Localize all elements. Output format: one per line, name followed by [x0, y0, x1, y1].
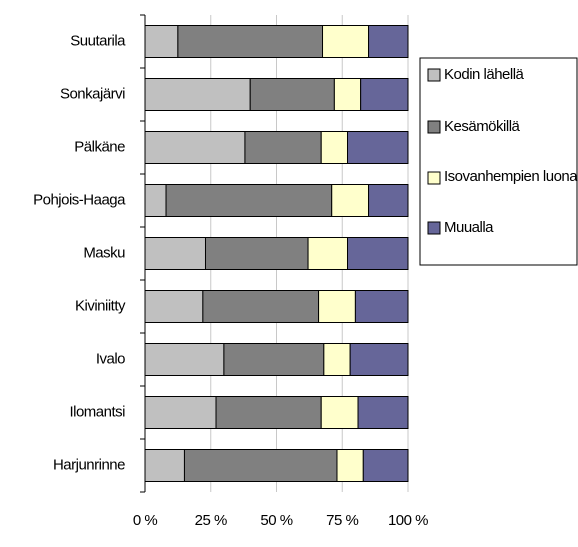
x-tick-label: 25 %	[195, 512, 227, 529]
bar-segment	[322, 25, 370, 58]
bar-segment	[333, 78, 362, 111]
bar-segment	[320, 131, 349, 164]
bar-segment	[177, 25, 324, 58]
x-tick-label: 100 %	[388, 512, 428, 529]
legend-swatch	[427, 68, 441, 82]
legend-box	[419, 57, 578, 266]
y-tick-label: Ivalo	[96, 350, 125, 367]
y-tick-label: Masku	[83, 244, 125, 261]
bar-segment	[349, 343, 409, 376]
bar-segment	[318, 290, 356, 323]
bar-segment	[144, 184, 167, 217]
bar-segment	[223, 343, 325, 376]
bar-segment	[249, 78, 335, 111]
y-tick-label: Pohjois-Haaga	[33, 191, 126, 208]
bar-segment	[347, 237, 409, 270]
bar-segment	[144, 449, 185, 482]
legend-label: Isovanhempien luona	[444, 168, 578, 185]
bar-segment	[357, 396, 409, 429]
bar-segment	[368, 25, 409, 58]
legend-item: Muualla	[444, 219, 494, 236]
bar-segment	[183, 449, 338, 482]
bar-segment	[204, 237, 309, 270]
legend-label: Kesämökillä	[444, 118, 520, 135]
bar-segment	[354, 290, 409, 323]
bar-segment	[360, 78, 409, 111]
y-tick-label: Harjunrinne	[53, 456, 125, 473]
bar-segment	[368, 184, 409, 217]
bar-segment	[362, 449, 409, 482]
y-tick-label: Kiviniitty	[75, 297, 126, 314]
bar-segment	[202, 290, 320, 323]
bar-segment	[336, 449, 364, 482]
bar-segment	[347, 131, 409, 164]
bar-segment	[144, 131, 246, 164]
bar-segment	[215, 396, 322, 429]
legend-label: Kodin lähellä	[444, 66, 524, 83]
legend-swatch	[427, 221, 441, 235]
y-tick-label: Pälkäne	[74, 138, 125, 155]
legend-label: Muualla	[444, 219, 494, 236]
y-tick-label: Sonkajärvi	[60, 85, 125, 102]
x-tick-label: 75 %	[326, 512, 358, 529]
bar-segment	[144, 396, 217, 429]
legend-swatch	[427, 120, 441, 134]
bar-segment	[320, 396, 359, 429]
x-tick-label: 0 %	[133, 512, 158, 529]
bar-segment	[323, 343, 351, 376]
legend-item: Kesämökillä	[444, 118, 520, 135]
legend-item: Isovanhempien luona	[444, 168, 578, 185]
bar-segment	[165, 184, 333, 217]
bar-segment	[144, 78, 251, 111]
bar-segment	[144, 343, 225, 376]
bar-segment	[307, 237, 349, 270]
bar-segment	[144, 237, 206, 270]
bar-segment	[331, 184, 370, 217]
y-tick-label: Suutarila	[70, 32, 126, 49]
bar-segment	[144, 25, 179, 58]
y-tick-label: Ilomantsi	[69, 403, 125, 420]
x-tick-label: 50 %	[260, 512, 292, 529]
bar-segment	[244, 131, 322, 164]
legend-swatch	[427, 171, 441, 185]
bar-segment	[144, 290, 204, 323]
legend-item: Kodin lähellä	[444, 66, 524, 83]
